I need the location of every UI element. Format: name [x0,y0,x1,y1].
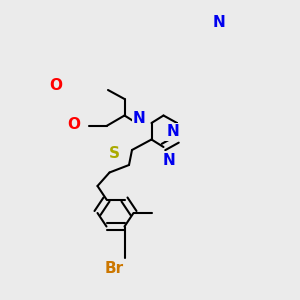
Text: O: O [67,117,80,132]
Text: N: N [163,153,176,168]
Text: N: N [166,124,179,140]
Text: Br: Br [104,261,124,276]
Text: O: O [49,78,62,93]
Text: S: S [109,146,119,160]
Text: N: N [213,15,225,30]
Text: N: N [133,111,146,126]
